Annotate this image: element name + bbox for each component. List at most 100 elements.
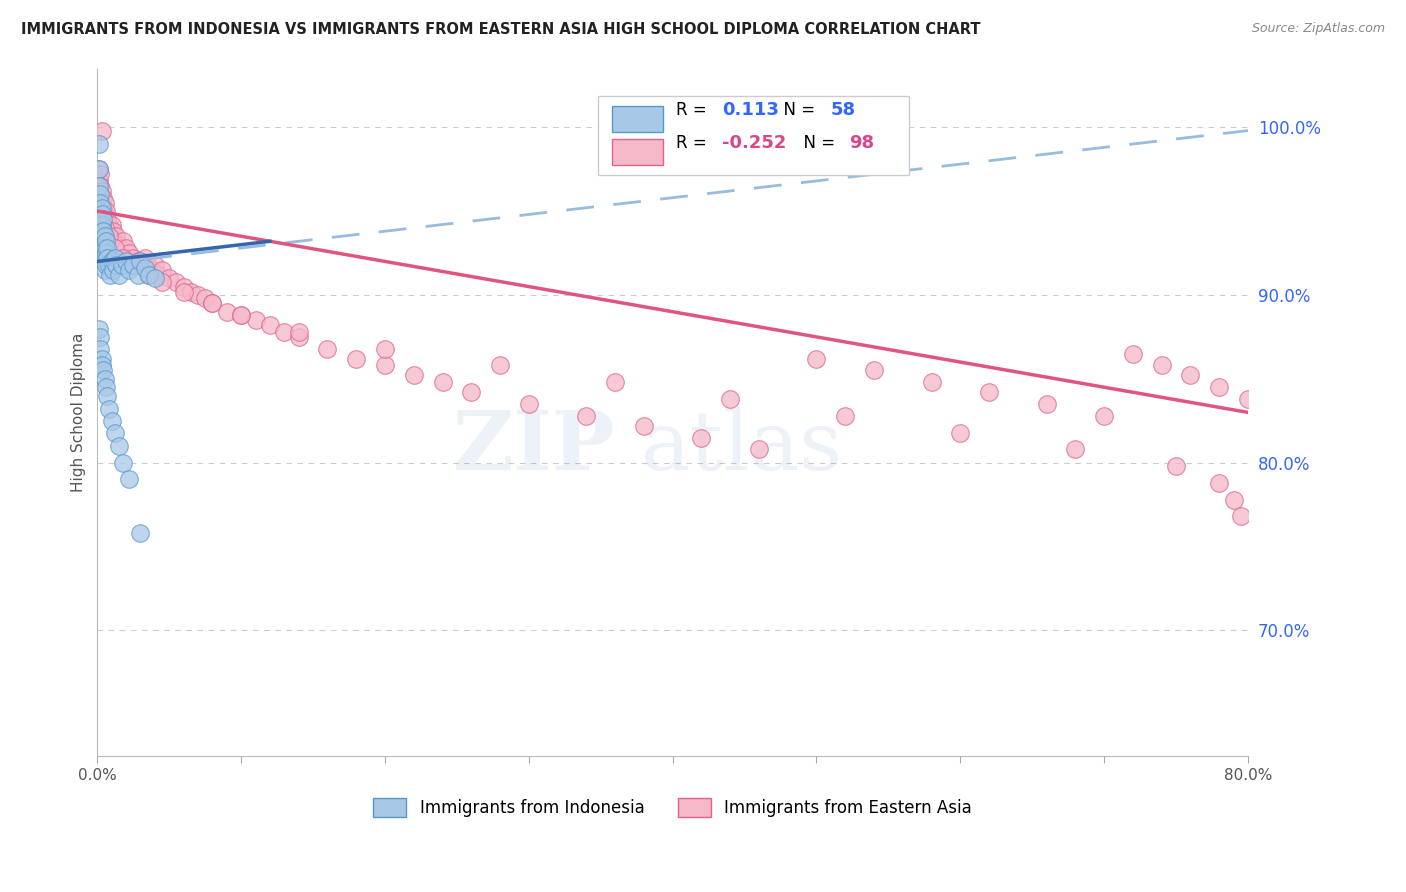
- FancyBboxPatch shape: [598, 96, 908, 175]
- Point: [94, 204, 117, 219]
- Point: [94, 246, 117, 260]
- Point: [215, 304, 238, 318]
- Point: [97, 229, 120, 244]
- Point: [146, 268, 169, 282]
- Point: [98, 268, 121, 282]
- Point: [122, 258, 145, 272]
- Point: [89, 191, 111, 205]
- Point: [94, 218, 117, 232]
- Point: [93, 229, 115, 244]
- Point: [201, 296, 224, 310]
- Point: [194, 291, 217, 305]
- Text: R =: R =: [676, 135, 711, 153]
- Point: [93, 220, 115, 235]
- Point: [231, 308, 253, 322]
- Text: 58: 58: [831, 101, 855, 119]
- Point: [173, 285, 195, 299]
- Point: [143, 258, 166, 272]
- Text: R =: R =: [676, 101, 711, 119]
- Point: [89, 342, 111, 356]
- Point: [150, 262, 173, 277]
- Point: [104, 251, 127, 265]
- Point: [91, 251, 114, 265]
- Point: [863, 363, 886, 377]
- Point: [93, 262, 115, 277]
- Point: [949, 425, 972, 440]
- Point: [166, 275, 188, 289]
- Point: [90, 224, 112, 238]
- Point: [517, 397, 540, 411]
- Point: [432, 375, 454, 389]
- Point: [748, 442, 770, 457]
- Point: [97, 258, 120, 272]
- Point: [112, 456, 135, 470]
- Point: [633, 418, 655, 433]
- Point: [90, 195, 112, 210]
- Point: [690, 431, 713, 445]
- Point: [90, 207, 112, 221]
- Point: [89, 178, 111, 193]
- Point: [108, 237, 131, 252]
- Point: [287, 330, 309, 344]
- Point: [90, 184, 112, 198]
- Point: [96, 212, 118, 227]
- Point: [100, 218, 122, 232]
- Point: [259, 318, 281, 333]
- Point: [104, 241, 127, 255]
- Point: [87, 162, 110, 177]
- Point: [460, 385, 482, 400]
- Point: [90, 207, 112, 221]
- Point: [344, 351, 367, 366]
- Point: [115, 254, 138, 268]
- Point: [977, 385, 1000, 400]
- Point: [100, 254, 122, 268]
- Point: [180, 285, 202, 299]
- Point: [111, 258, 134, 272]
- Point: [1208, 380, 1230, 394]
- Point: [108, 439, 131, 453]
- Text: N =: N =: [793, 135, 841, 153]
- Point: [90, 218, 112, 232]
- Point: [110, 241, 132, 255]
- Point: [87, 178, 110, 193]
- Point: [93, 207, 115, 221]
- Text: atlas: atlas: [641, 407, 842, 487]
- Point: [129, 254, 152, 268]
- Point: [489, 359, 512, 373]
- Point: [90, 123, 112, 137]
- Point: [94, 258, 117, 272]
- Point: [127, 268, 149, 282]
- Point: [91, 363, 114, 377]
- Point: [87, 162, 110, 177]
- Point: [93, 254, 115, 268]
- Point: [118, 246, 141, 260]
- Point: [1150, 359, 1173, 373]
- Point: [91, 212, 114, 227]
- Point: [118, 473, 141, 487]
- Point: [91, 191, 114, 205]
- Point: [89, 220, 111, 235]
- Point: [90, 351, 112, 366]
- Point: [1208, 475, 1230, 490]
- Point: [136, 268, 159, 282]
- Point: [87, 136, 110, 151]
- Point: [96, 241, 118, 255]
- Point: [834, 409, 856, 423]
- Point: [402, 368, 425, 383]
- Point: [97, 402, 120, 417]
- Text: ZIP: ZIP: [453, 407, 616, 487]
- Point: [94, 380, 117, 394]
- Point: [157, 271, 180, 285]
- Point: [91, 204, 114, 219]
- Point: [605, 375, 627, 389]
- Point: [1064, 442, 1087, 457]
- Point: [101, 224, 124, 238]
- Point: [115, 241, 138, 255]
- Legend: Immigrants from Indonesia, Immigrants from Eastern Asia: Immigrants from Indonesia, Immigrants fr…: [367, 791, 979, 823]
- Point: [112, 235, 135, 249]
- Point: [96, 389, 118, 403]
- Point: [150, 275, 173, 289]
- Point: [273, 325, 295, 339]
- Point: [118, 262, 141, 277]
- Point: [141, 262, 163, 277]
